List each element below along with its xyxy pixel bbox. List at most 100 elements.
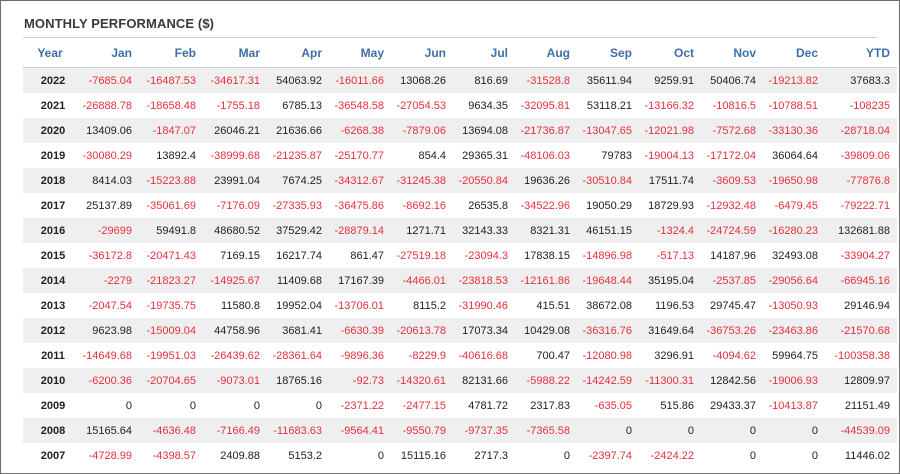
month-value-cell: -19650.98: [763, 168, 825, 193]
column-header-oct: Oct: [639, 38, 701, 68]
month-value-cell: -19648.44: [577, 268, 639, 293]
month-value-cell: -27519.18: [391, 243, 453, 268]
month-value-cell: -36753.26: [701, 318, 763, 343]
month-value-cell: -14925.67: [203, 268, 267, 293]
month-value-cell: 854.4: [391, 143, 453, 168]
month-value-cell: -2397.74: [577, 443, 639, 468]
month-value-cell: -20471.43: [139, 243, 203, 268]
month-value-cell: 82131.66: [453, 368, 515, 393]
month-value-cell: -9564.41: [329, 418, 391, 443]
ytd-cell: 12809.97: [825, 368, 897, 393]
month-value-cell: -30080.29: [77, 143, 139, 168]
month-value-cell: 19952.04: [267, 293, 329, 318]
month-value-cell: -14242.59: [577, 368, 639, 393]
table-row: 2014 -2279 -21823.27 -14925.67 11409.68 17167…: [23, 268, 897, 293]
month-value-cell: 53118.21: [577, 93, 639, 118]
month-value-cell: -13166.32: [639, 93, 701, 118]
year-cell: 2019: [23, 143, 77, 168]
ytd-cell: -39809.06: [825, 143, 897, 168]
month-value-cell: 59964.75: [763, 343, 825, 368]
month-value-cell: -7572.68: [701, 118, 763, 143]
column-header-jan: Jan: [77, 38, 139, 68]
month-value-cell: -9896.36: [329, 343, 391, 368]
month-value-cell: 44758.96: [203, 318, 267, 343]
ytd-cell: -77876.8: [825, 168, 897, 193]
month-value-cell: -4398.57: [139, 443, 203, 468]
month-value-cell: 1196.53: [639, 293, 701, 318]
month-value-cell: 29745.47: [701, 293, 763, 318]
ytd-cell: 11446.02: [825, 443, 897, 468]
month-value-cell: 15115.16: [391, 443, 453, 468]
ytd-cell: 21151.49: [825, 393, 897, 418]
month-value-cell: 17073.34: [453, 318, 515, 343]
month-value-cell: -31528.8: [515, 67, 577, 93]
ytd-cell: 132681.88: [825, 218, 897, 243]
month-value-cell: 7169.15: [203, 243, 267, 268]
month-value-cell: -36475.86: [329, 193, 391, 218]
table-row: 2019 -30080.29 13892.4 -38999.68 -21235.87 -2…: [23, 143, 897, 168]
month-value-cell: -1755.18: [203, 93, 267, 118]
month-value-cell: -1847.07: [139, 118, 203, 143]
month-value-cell: 4781.72: [453, 393, 515, 418]
month-value-cell: -12161.86: [515, 268, 577, 293]
month-value-cell: -34522.96: [515, 193, 577, 218]
ytd-cell: 37683.3: [825, 67, 897, 93]
month-value-cell: 700.47: [515, 343, 577, 368]
month-value-cell: -36172.8: [77, 243, 139, 268]
month-value-cell: 13409.06: [77, 118, 139, 143]
table-row: 2007 -4728.99 -4398.57 2409.88 5153.2 0 15115.…: [23, 443, 897, 468]
table-row: 2016 -29699 59491.8 48680.52 37529.42 -28879.…: [23, 218, 897, 243]
year-cell: 2010: [23, 368, 77, 393]
month-value-cell: -28361.64: [267, 343, 329, 368]
month-value-cell: -16487.53: [139, 67, 203, 93]
month-value-cell: 19636.26: [515, 168, 577, 193]
year-cell: 2012: [23, 318, 77, 343]
month-value-cell: -17172.04: [701, 143, 763, 168]
month-value-cell: -7176.09: [203, 193, 267, 218]
monthly-performance-table: Year Jan Feb Mar Apr May Jun Jul Aug Sep Oct Nov Dec…: [23, 38, 897, 468]
month-value-cell: -30510.84: [577, 168, 639, 193]
month-value-cell: 0: [577, 418, 639, 443]
month-value-cell: -5988.22: [515, 368, 577, 393]
month-value-cell: -36316.76: [577, 318, 639, 343]
month-value-cell: -15009.04: [139, 318, 203, 343]
month-value-cell: -48106.03: [515, 143, 577, 168]
month-value-cell: -21736.87: [515, 118, 577, 143]
month-value-cell: -11300.31: [639, 368, 701, 393]
month-value-cell: 26535.8: [453, 193, 515, 218]
month-value-cell: -14896.98: [577, 243, 639, 268]
month-value-cell: 23991.04: [203, 168, 267, 193]
month-value-cell: -26888.78: [77, 93, 139, 118]
month-value-cell: -34312.67: [329, 168, 391, 193]
column-header-aug: Aug: [515, 38, 577, 68]
month-value-cell: -20613.78: [391, 318, 453, 343]
month-value-cell: -34617.31: [203, 67, 267, 93]
title-divider: [23, 37, 877, 38]
month-value-cell: -23463.86: [763, 318, 825, 343]
year-cell: 2013: [23, 293, 77, 318]
month-value-cell: -9737.35: [453, 418, 515, 443]
month-value-cell: 15165.64: [77, 418, 139, 443]
month-value-cell: 7674.25: [267, 168, 329, 193]
month-value-cell: 50406.74: [701, 67, 763, 93]
table-row: 2010 -6200.36 -20704.65 -9073.01 18765.16 -92…: [23, 368, 897, 393]
ytd-cell: -33904.27: [825, 243, 897, 268]
month-value-cell: -4094.62: [701, 343, 763, 368]
month-value-cell: -92.73: [329, 368, 391, 393]
month-value-cell: -2279: [77, 268, 139, 293]
month-value-cell: -24724.59: [701, 218, 763, 243]
month-value-cell: 48680.52: [203, 218, 267, 243]
month-value-cell: 18729.93: [639, 193, 701, 218]
month-value-cell: -19735.75: [139, 293, 203, 318]
month-value-cell: 8321.31: [515, 218, 577, 243]
month-value-cell: 13892.4: [139, 143, 203, 168]
month-value-cell: -19004.13: [639, 143, 701, 168]
month-value-cell: -7365.58: [515, 418, 577, 443]
month-value-cell: -9550.79: [391, 418, 453, 443]
year-cell: 2018: [23, 168, 77, 193]
month-value-cell: 16217.74: [267, 243, 329, 268]
column-header-mar: Mar: [203, 38, 267, 68]
month-value-cell: -19006.93: [763, 368, 825, 393]
panel-title: MONTHLY PERFORMANCE ($): [24, 16, 215, 31]
year-cell: 2009: [23, 393, 77, 418]
